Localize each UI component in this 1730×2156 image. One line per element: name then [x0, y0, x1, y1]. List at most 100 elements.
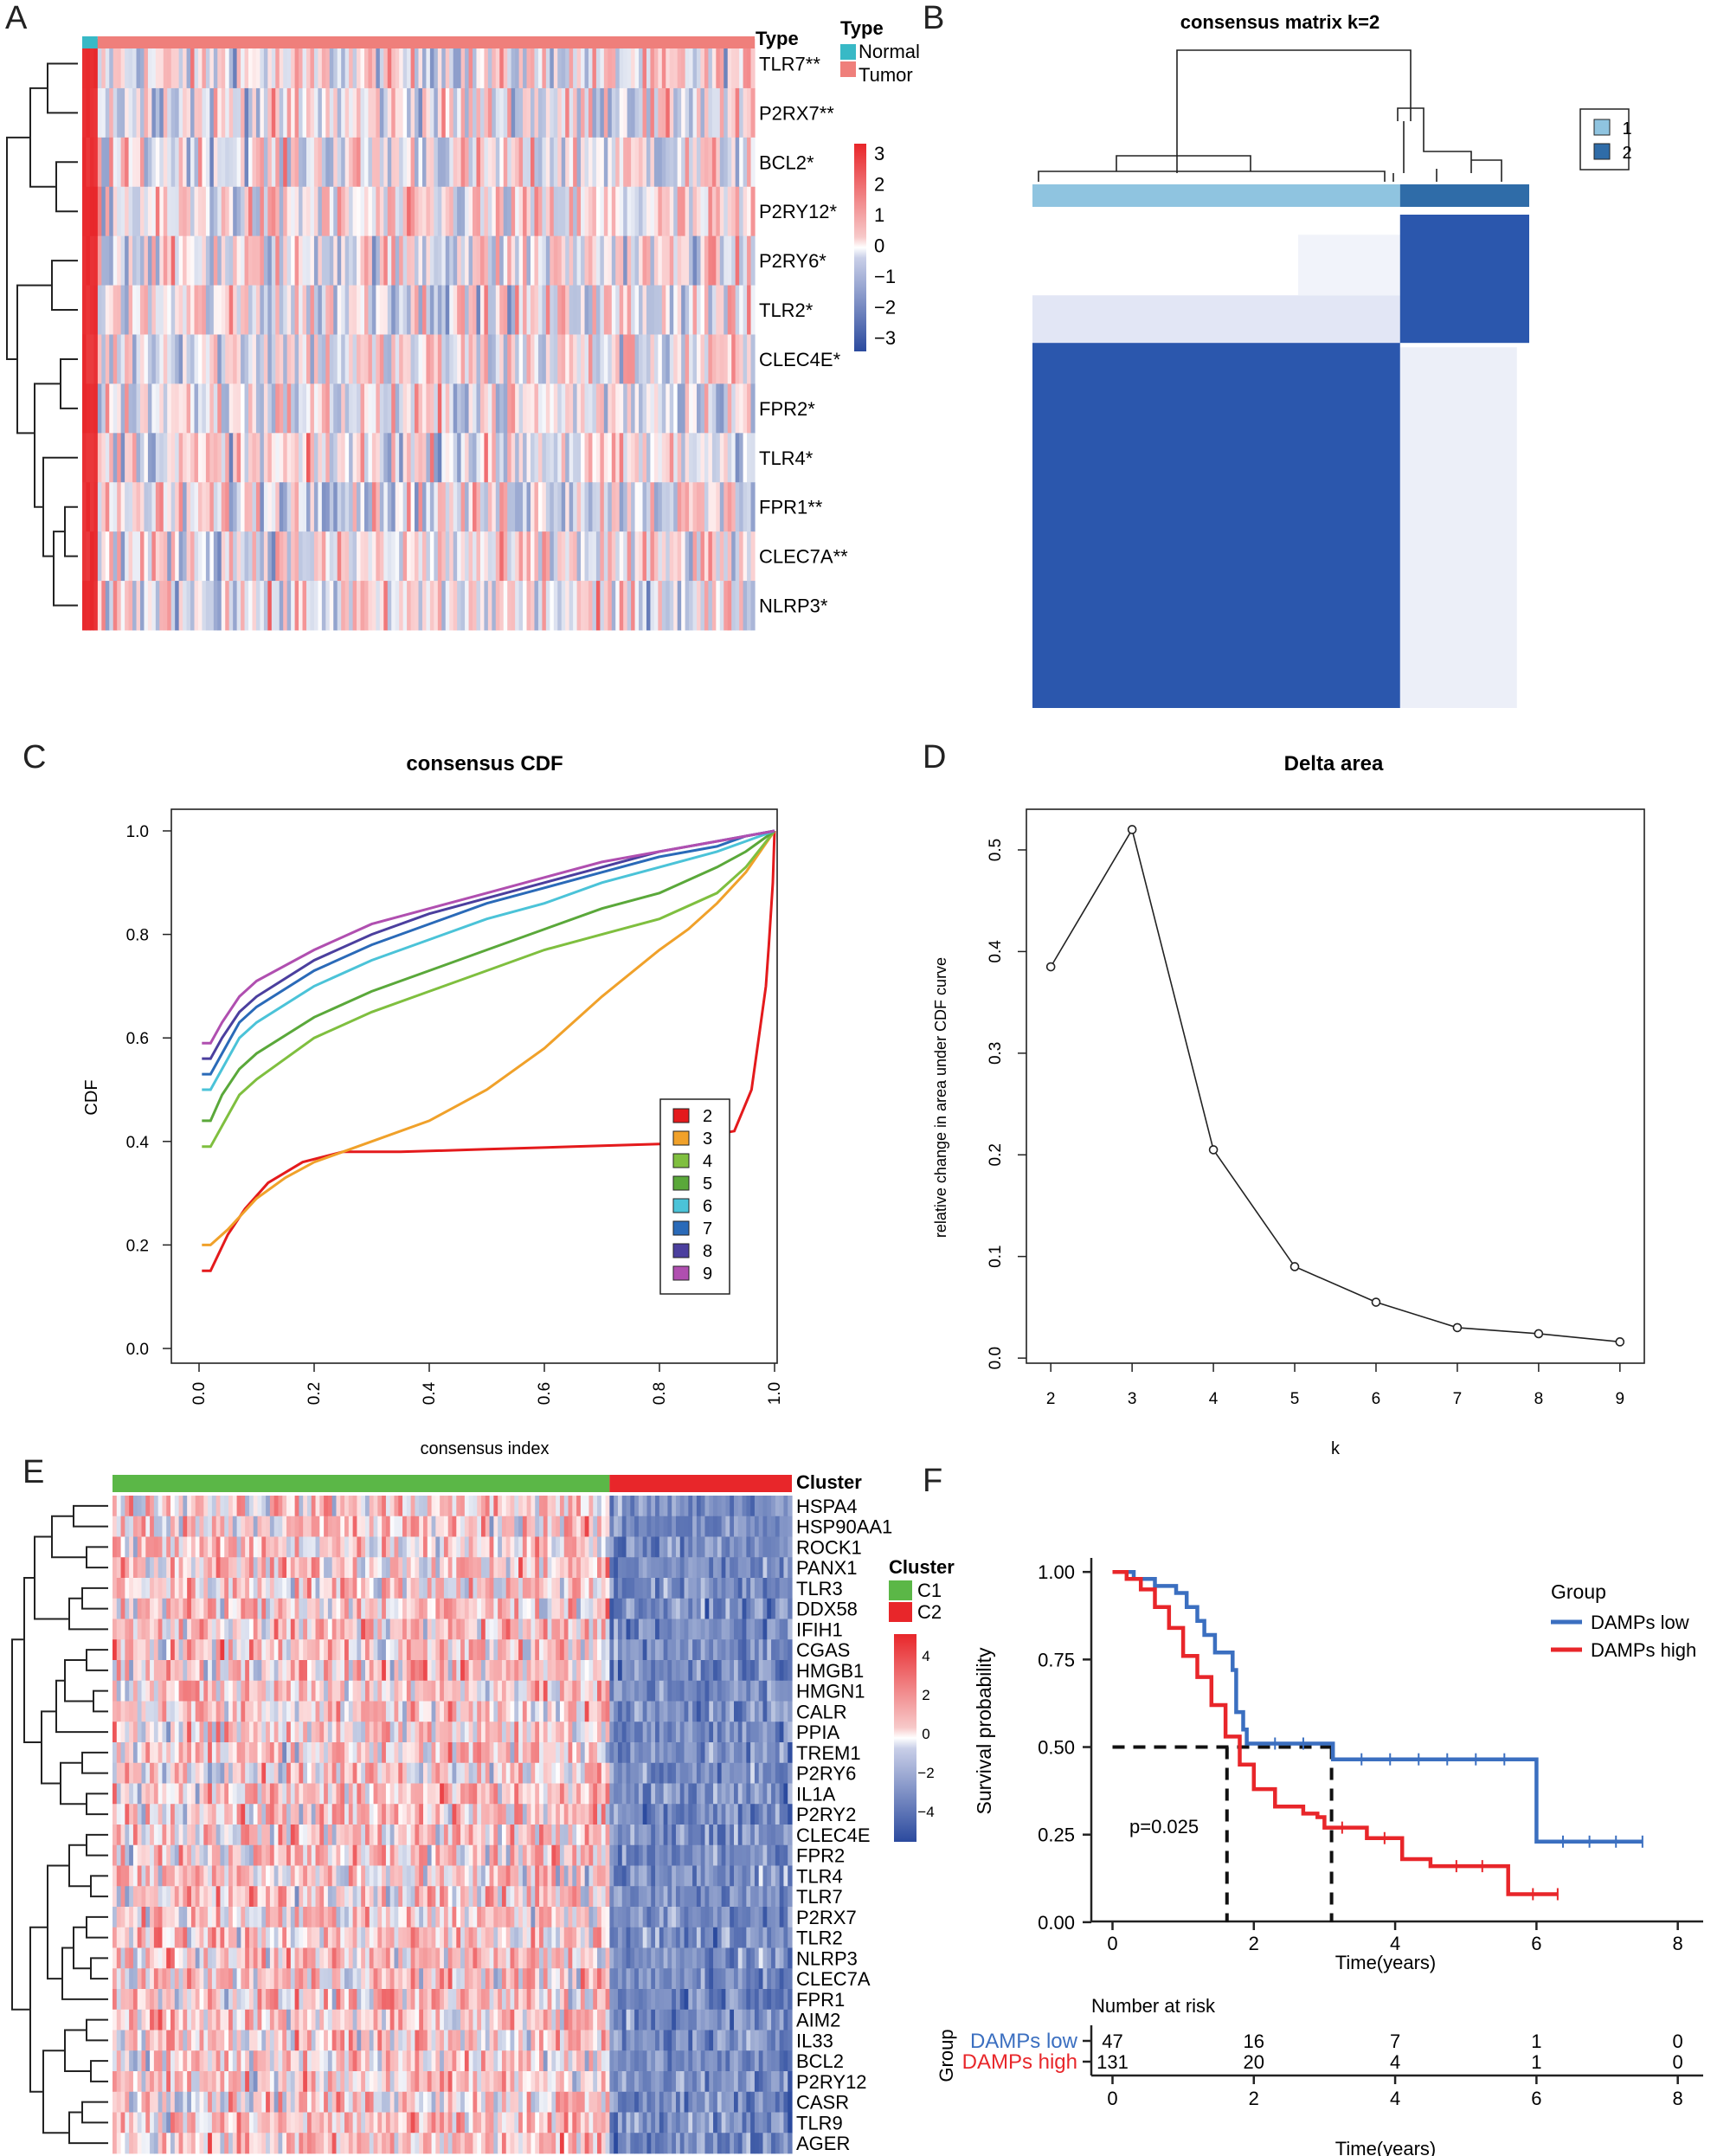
heatmap-e-cell [174, 1639, 180, 1661]
heatmap-e-cell [190, 1783, 196, 1805]
heatmap-a-cell [306, 87, 312, 138]
heatmap-a-cell [213, 39, 218, 89]
heatmap-e-cell [742, 1680, 747, 1702]
heatmap-a-cell [719, 334, 724, 384]
heatmap-a-cell [708, 285, 713, 335]
dendrogram-branch [60, 357, 78, 409]
heatmap-e-cell [348, 1783, 354, 1805]
heatmap-e-cell [609, 1536, 614, 1558]
heatmap-e-cell [150, 1557, 155, 1579]
heatmap-e-cell [440, 1536, 445, 1558]
heatmap-e-cell [609, 1660, 614, 1682]
heatmap-e-cell [493, 1557, 498, 1579]
heatmap-e-cell [166, 1536, 171, 1558]
heatmap-e-cell [120, 1660, 125, 1682]
heatmap-e-cell [725, 1742, 730, 1764]
heatmap-a-cell [623, 581, 628, 631]
heatmap-e-cell [709, 1701, 714, 1722]
heatmap-a-cell [545, 87, 550, 138]
heatmap-e-cell [373, 1722, 378, 1743]
heatmap-e-cell [493, 1680, 498, 1702]
heatmap-e-cell [241, 1804, 246, 1825]
heatmap-a-cell [291, 285, 296, 335]
heatmap-a-cell [669, 285, 674, 335]
heatmap-e-cell [224, 1598, 229, 1619]
heatmap-e-cell [514, 1701, 519, 1722]
heatmap-e-cell [464, 1598, 470, 1619]
heatmap-a-cell [233, 581, 238, 631]
heatmap-e-cell [211, 1536, 217, 1558]
heatmap-e-cell [746, 1680, 751, 1702]
heatmap-a-cell [263, 39, 268, 89]
heatmap-a-cell [125, 285, 130, 335]
heatmap-a-cell [697, 235, 702, 286]
heatmap-a-cell [724, 482, 729, 532]
heatmap-a-cell [727, 531, 732, 582]
heatmap-e-cell [385, 1804, 391, 1825]
heatmap-e-cell [725, 1783, 730, 1805]
heatmap-e-cell [754, 1496, 760, 1517]
heatmap-e-cell [642, 1516, 648, 1537]
heatmap-e-cell [364, 1680, 370, 1702]
heatmap-e-cell [700, 1516, 706, 1537]
heatmap-a-cell [183, 433, 188, 483]
heatmap-a-cell [109, 87, 114, 138]
heatmap-a-cell [747, 137, 752, 188]
heatmap-e-cell [269, 1598, 275, 1619]
heatmap-a-cell [650, 87, 655, 138]
heatmap-e-cell [626, 1742, 631, 1764]
heatmap-e-cell [485, 1804, 491, 1825]
heatmap-a-cell [82, 285, 87, 335]
heatmap-a-cell [387, 482, 392, 532]
heatmap-e-cell [422, 1639, 428, 1661]
heatmap-a-cell [434, 334, 439, 384]
heatmap-a-cell [441, 87, 447, 138]
heatmap-a-cell [368, 235, 373, 286]
heatmap-a-cell [503, 383, 508, 434]
heatmap-a-cell [468, 285, 473, 335]
heatmap-e-cell [440, 1496, 445, 1517]
heatmap-a-cell [484, 39, 489, 89]
heatmap-e-cell [485, 1783, 491, 1805]
heatmap-e-cell [158, 1701, 164, 1722]
heatmap-e-cell [150, 1783, 155, 1805]
heatmap-e-cell [150, 1701, 155, 1722]
heatmap-a-cell [724, 334, 729, 384]
heatmap-e-cell [373, 1701, 378, 1722]
heatmap-e-cell [526, 1783, 532, 1805]
heatmap-e-cell [352, 1660, 358, 1682]
heatmap-a-cell [125, 235, 130, 286]
heatmap-e-cell [183, 1619, 188, 1640]
heatmap-a-cell [581, 235, 586, 286]
heatmap-e-cell [113, 1557, 118, 1579]
heatmap-a-cell [163, 383, 168, 434]
heatmap-e-cell [713, 1762, 718, 1784]
heatmap-a-cell [445, 87, 450, 138]
heatmap-a-cell [86, 383, 91, 434]
heatmap-a-cell [581, 39, 586, 89]
heatmap-e-cell [526, 1742, 532, 1764]
heatmap-e-cell [700, 1578, 706, 1599]
heatmap-e-cell [721, 1516, 727, 1537]
heatmap-a-cell [460, 383, 466, 434]
heatmap-a-cell [747, 482, 752, 532]
heatmap-a-cell [155, 137, 160, 188]
heatmap-a-cell [650, 383, 655, 434]
heatmap-a-cell [376, 482, 381, 532]
heatmap-e-cell [406, 1578, 412, 1599]
heatmap-e-cell [559, 1762, 565, 1784]
heatmap-e-cell [783, 1557, 788, 1579]
heatmap-e-cell [505, 1536, 511, 1558]
heatmap-a-cell [209, 186, 215, 237]
heatmap-e-cell [626, 1804, 631, 1825]
heatmap-e-cell [431, 1680, 436, 1702]
heatmap-e-cell [556, 1536, 561, 1558]
heatmap-e-cell [203, 1701, 209, 1722]
heatmap-e-cell [299, 1598, 304, 1619]
heatmap-a-cell [487, 482, 492, 532]
heatmap-e-cell [377, 1742, 383, 1764]
heatmap-e-cell [294, 1825, 299, 1846]
heatmap-a-cell [619, 383, 624, 434]
heatmap-e-cell [257, 1598, 262, 1619]
heatmap-a-cell [255, 137, 261, 188]
